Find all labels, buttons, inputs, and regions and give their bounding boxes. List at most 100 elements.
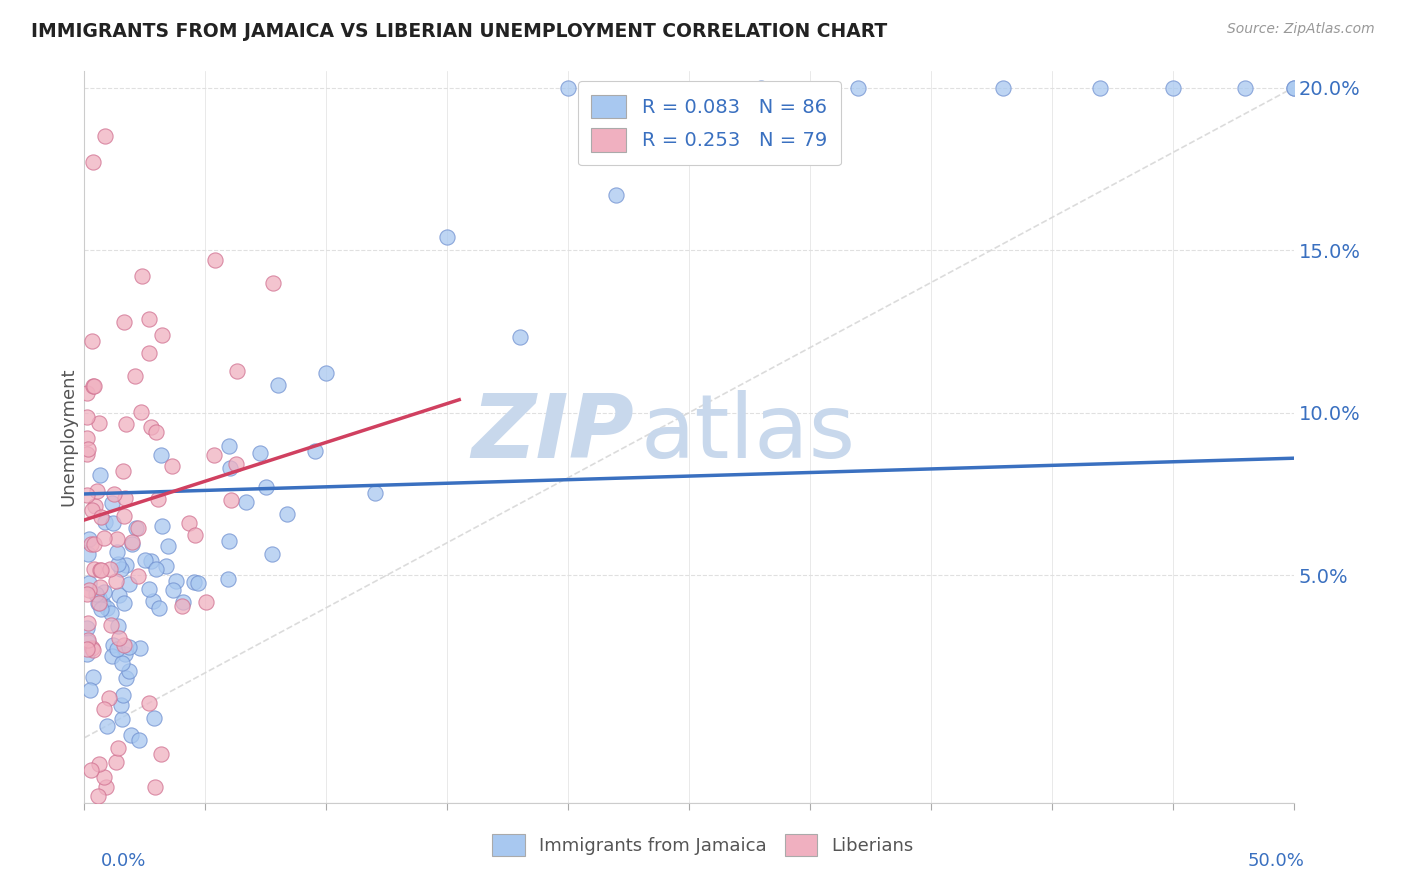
- Point: [87, 789, 110, 804]
- Point: [112, 508, 135, 523]
- Point: [138, 696, 160, 710]
- Point: [202, 448, 225, 462]
- Point: [436, 229, 458, 244]
- Point: [107, 740, 129, 755]
- Point: [262, 547, 284, 561]
- Point: [155, 558, 177, 573]
- Point: [82, 154, 104, 169]
- Point: [157, 540, 180, 554]
- Point: [77, 582, 100, 597]
- Point: [103, 487, 125, 501]
- Point: [118, 640, 141, 654]
- Point: [112, 638, 135, 652]
- Point: [94, 516, 117, 530]
- Point: [98, 562, 121, 576]
- Point: [1234, 80, 1257, 95]
- Legend: R = 0.083   N = 86, R = 0.253   N = 79: R = 0.083 N = 86, R = 0.253 N = 79: [578, 81, 841, 166]
- Point: [177, 516, 200, 530]
- Point: [118, 664, 141, 678]
- Point: [82, 643, 104, 657]
- Point: [160, 458, 183, 473]
- Point: [110, 562, 132, 576]
- Point: [141, 420, 163, 434]
- Point: [124, 369, 146, 384]
- Point: [138, 312, 160, 326]
- Point: [114, 417, 136, 431]
- Point: [150, 448, 173, 462]
- Point: [218, 439, 240, 453]
- Point: [304, 444, 326, 458]
- Point: [138, 582, 160, 597]
- Point: [100, 618, 122, 632]
- Point: [993, 80, 1015, 95]
- Point: [262, 277, 284, 291]
- Point: [121, 537, 143, 551]
- Point: [1282, 80, 1305, 95]
- Point: [93, 585, 115, 599]
- Point: [112, 596, 135, 610]
- Point: [105, 545, 128, 559]
- Point: [83, 562, 105, 576]
- Point: [101, 648, 124, 663]
- Point: [127, 521, 149, 535]
- Point: [114, 647, 136, 661]
- Point: [129, 405, 152, 419]
- Point: [76, 634, 98, 648]
- Point: [90, 602, 112, 616]
- Point: [76, 647, 98, 661]
- Point: [225, 457, 247, 471]
- Point: [87, 756, 110, 771]
- Point: [76, 385, 98, 400]
- Point: [150, 747, 173, 761]
- Point: [219, 493, 242, 508]
- Point: [172, 599, 194, 614]
- Point: [142, 594, 165, 608]
- Point: [77, 532, 100, 546]
- Point: [94, 129, 117, 144]
- Point: [89, 595, 111, 609]
- Point: [115, 671, 138, 685]
- Point: [87, 591, 110, 606]
- Point: [143, 780, 166, 794]
- Point: [138, 346, 160, 360]
- Point: [87, 596, 110, 610]
- Point: [127, 568, 149, 582]
- Text: 0.0%: 0.0%: [101, 852, 146, 870]
- Point: [89, 564, 111, 578]
- Point: [225, 364, 247, 378]
- Point: [107, 618, 129, 632]
- Point: [76, 488, 98, 502]
- Point: [150, 328, 173, 343]
- Point: [83, 379, 105, 393]
- Point: [89, 416, 111, 430]
- Point: [111, 712, 134, 726]
- Point: [105, 532, 128, 546]
- Point: [98, 690, 121, 705]
- Point: [128, 733, 150, 747]
- Text: ZIP: ZIP: [472, 390, 634, 477]
- Point: [1282, 80, 1305, 95]
- Point: [80, 334, 103, 348]
- Point: [120, 728, 142, 742]
- Point: [111, 689, 134, 703]
- Point: [103, 639, 125, 653]
- Point: [107, 631, 129, 645]
- Point: [90, 563, 112, 577]
- Point: [195, 594, 218, 608]
- Point: [751, 80, 773, 95]
- Point: [184, 528, 207, 542]
- Point: [235, 495, 257, 509]
- Point: [86, 484, 108, 499]
- Point: [105, 642, 128, 657]
- Point: [90, 509, 112, 524]
- Point: [605, 187, 627, 202]
- Point: [79, 812, 101, 826]
- Text: Source: ZipAtlas.com: Source: ZipAtlas.com: [1227, 22, 1375, 37]
- Point: [146, 491, 169, 506]
- Point: [112, 315, 135, 329]
- Point: [172, 595, 194, 609]
- Point: [218, 534, 240, 549]
- Point: [76, 632, 98, 647]
- Point: [82, 670, 104, 684]
- Point: [89, 580, 111, 594]
